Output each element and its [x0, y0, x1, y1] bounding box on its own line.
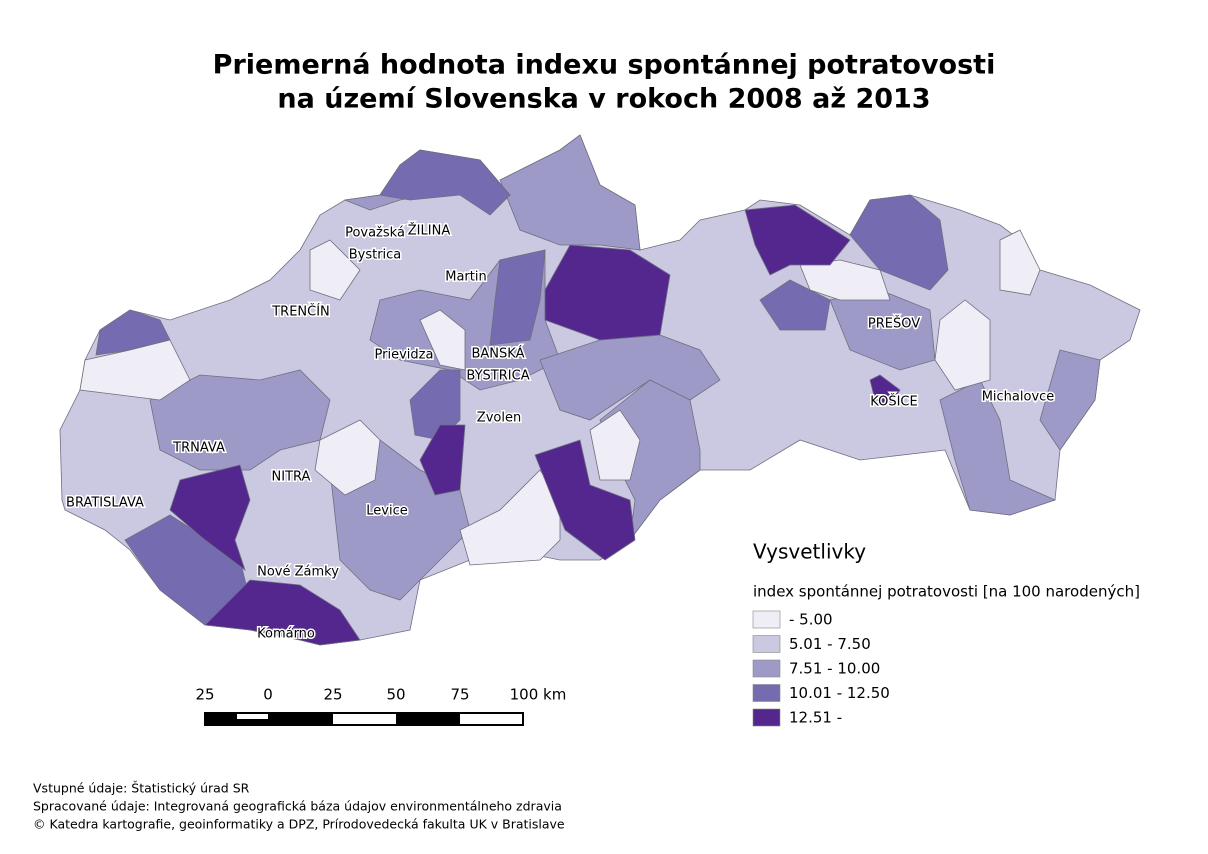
place-label: TRENČÍN: [271, 304, 330, 320]
legend-swatch: [752, 610, 781, 629]
district: [534, 439, 636, 561]
scale-label: 25: [323, 686, 342, 704]
district: [309, 239, 361, 301]
title-line: na území Slovenska v rokoch 2008 až 2013: [277, 84, 930, 115]
district: [489, 249, 546, 346]
district: [169, 464, 251, 572]
legend-swatch: [752, 635, 781, 653]
place-label: Nové Zámky: [257, 565, 339, 580]
legend-label: 5.01 - 7.50: [789, 635, 871, 653]
district: [419, 309, 466, 371]
legend-swatch: [752, 659, 781, 678]
district: [409, 369, 461, 441]
place-label: BYSTRICA: [466, 369, 529, 384]
district: [499, 134, 641, 251]
district: [744, 204, 851, 276]
scale-bar: 25 0 25 50 75 100 km: [195, 686, 566, 726]
district: [759, 279, 831, 331]
scale-segment: [268, 713, 333, 725]
place-label: KOŠICE: [870, 394, 917, 410]
district: [1039, 349, 1101, 451]
place-label: Bystrica: [349, 248, 402, 263]
place-label: PREŠOV: [868, 316, 920, 332]
legend-label: - 5.00: [789, 611, 833, 629]
scale-label: 100 km: [510, 686, 567, 704]
district: [419, 424, 466, 496]
title: Priemerná hodnota indexu spontánnej potr…: [213, 50, 996, 115]
place-label: Zvolen: [477, 411, 521, 426]
scale-label: 0: [263, 686, 273, 704]
source-line: © Katedra kartografie, geoinformatiky a …: [33, 817, 565, 832]
district: [934, 299, 991, 391]
legend-label: 7.51 - 10.00: [789, 660, 880, 678]
scale-label: 25: [195, 686, 214, 704]
district: [204, 579, 361, 646]
district: [544, 244, 671, 341]
title-line: Priemerná hodnota indexu spontánnej potr…: [213, 50, 996, 81]
district: [999, 229, 1041, 296]
district: [849, 194, 949, 291]
district: [379, 149, 511, 216]
place-label: ŽILINA: [408, 223, 451, 239]
sources: Vstupné údaje: Štatistický úrad SR Spraco…: [33, 781, 565, 832]
scale-label: 75: [450, 686, 469, 704]
place-label: NITRA: [272, 470, 311, 485]
district: [79, 339, 191, 401]
legend-swatch: [752, 708, 781, 727]
district: [314, 419, 381, 496]
scale-segment: [237, 719, 268, 725]
district: [939, 379, 1057, 516]
place-label: TRNAVA: [172, 441, 225, 456]
legend-title: Vysvetlivky: [753, 540, 866, 564]
place-label: BRATISLAVA: [66, 496, 144, 511]
legend: Vysvetlivky index spontánnej potratovosti…: [752, 540, 1140, 727]
district: [589, 409, 641, 481]
scale-label: 50: [386, 686, 405, 704]
source-line: Vstupné údaje: Štatistický úrad SR: [33, 781, 250, 796]
place-label: Martin: [445, 270, 486, 285]
legend-label: 10.01 - 12.50: [789, 684, 890, 702]
place-label: Považská: [345, 226, 405, 241]
map: [59, 134, 1141, 646]
place-label: Levice: [366, 504, 407, 519]
place-label: Michalovce: [982, 390, 1055, 405]
place-label: Prievidza: [375, 348, 434, 363]
legend-swatch: [752, 684, 781, 702]
scale-segment: [205, 713, 237, 725]
district: [459, 469, 561, 566]
legend-label: 12.51 -: [789, 709, 842, 727]
scale-segment: [396, 713, 460, 725]
district: [869, 374, 901, 406]
source-line: Spracované údaje: Integrovaná geografick…: [33, 799, 562, 814]
place-label: Komárno: [257, 627, 315, 642]
place-label: BANSKÁ: [472, 346, 525, 362]
district: [799, 259, 891, 301]
legend-subtitle: index spontánnej potratovosti [na 100 na…: [753, 583, 1140, 601]
